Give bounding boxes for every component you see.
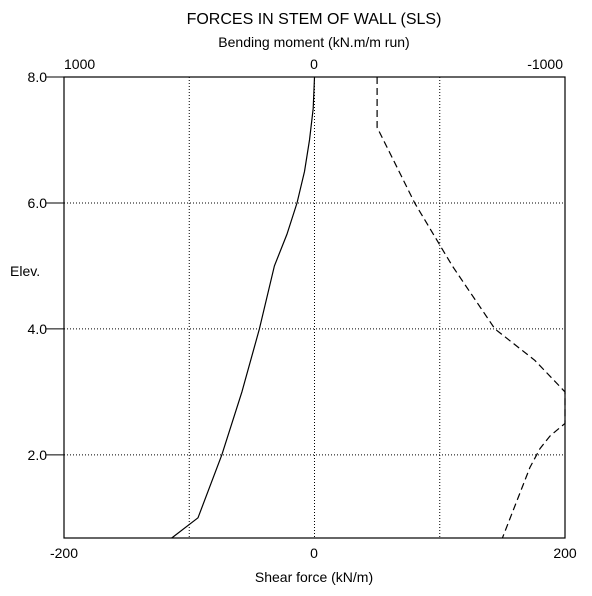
y-tick-label: 4.0: [28, 321, 48, 337]
top-axis-label: Bending moment (kN.m/m run): [218, 34, 409, 50]
y-tick-label: 2.0: [28, 447, 48, 463]
bottom-tick-label-center: 0: [310, 545, 318, 561]
shear-force-line: [171, 76, 316, 539]
bending-moment-line: [376, 77, 566, 539]
bottom-tick-label-left: -200: [50, 545, 78, 561]
bottom-axis-label: Shear force (kN/m): [255, 569, 373, 585]
grid-lines: [64, 76, 565, 538]
top-tick-label-right: -1000: [527, 56, 563, 72]
series-layer: [171, 76, 566, 539]
y-tick-label: 6.0: [28, 195, 48, 211]
y-tick-layer: 8.0 6.0 4.0 2.0: [28, 69, 64, 463]
top-tick-label-center: 0: [310, 56, 318, 72]
y-tick-label: 8.0: [28, 69, 48, 85]
chart-title: FORCES IN STEM OF WALL (SLS): [187, 11, 442, 28]
bottom-tick-label-right: 200: [553, 545, 577, 561]
top-tick-label-left: 1000: [64, 56, 95, 72]
y-axis-label: Elev.: [10, 263, 40, 279]
